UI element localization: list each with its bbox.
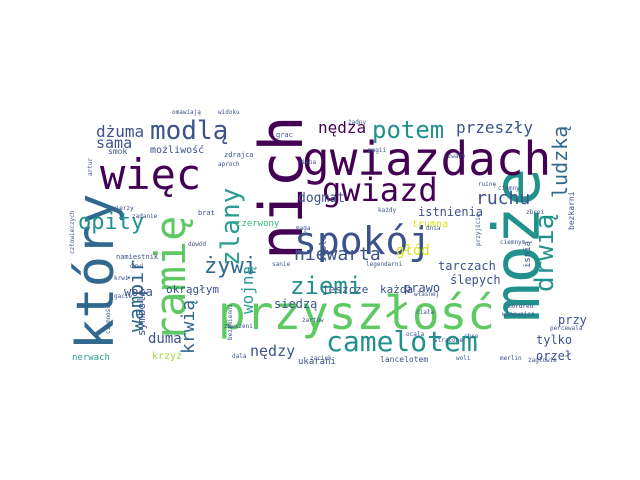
word-cloud-word: merlin: [500, 355, 522, 362]
word-cloud-word: przeszły: [456, 118, 534, 137]
word-cloud-word: tylko: [536, 333, 573, 347]
word-cloud-word: mordred: [508, 303, 534, 310]
word-cloud-word: przyszłość: [218, 286, 495, 340]
word-cloud-word: grac: [276, 131, 293, 139]
word-cloud-word: dnia: [426, 225, 441, 232]
word-cloud-word: smok: [108, 147, 128, 156]
word-cloud-word: jeszcze: [322, 283, 369, 296]
word-cloud-word: możliwość: [150, 145, 205, 156]
word-cloud-word: orzeł: [536, 349, 573, 363]
word-cloud-word: zdrajca: [224, 151, 254, 159]
word-cloud-word: prawo: [404, 281, 441, 295]
word-cloud-word: tarczach: [438, 259, 496, 273]
word-cloud-word: woła: [124, 285, 153, 299]
word-cloud-word: symbole: [135, 289, 148, 336]
word-cloud-word: czerwony: [236, 219, 280, 229]
word-cloud-word: omawiają: [172, 109, 201, 116]
word-cloud-word: żadny: [348, 119, 367, 126]
word-cloud-word: zbroi: [526, 209, 545, 216]
word-cloud-word: krwią: [178, 299, 199, 354]
word-cloud-word: okrągłym: [166, 283, 219, 296]
word-cloud-word: stracone: [434, 337, 463, 344]
word-cloud-word: camelotem: [326, 325, 478, 358]
word-cloud: może nich gwiazdach przyszłość który ram…: [66, 106, 587, 374]
word-cloud-word: ziemi: [290, 272, 363, 300]
word-cloud-word: woli: [456, 355, 471, 362]
word-cloud-word: modlą: [150, 116, 229, 146]
word-cloud-word: każdy: [378, 207, 397, 214]
word-cloud-word: ciemny: [498, 185, 520, 192]
word-cloud-word: drwią: [530, 213, 560, 292]
word-cloud-word: wojną: [238, 265, 257, 314]
word-cloud-word: legendarni: [366, 261, 403, 268]
word-cloud-word: maga: [296, 225, 311, 232]
word-cloud-word: percewala: [550, 325, 583, 332]
word-cloud-word: nędza: [318, 118, 367, 137]
word-cloud-word: potem: [372, 116, 445, 144]
word-cloud-word: człowieczych: [69, 210, 76, 254]
word-cloud-word: krzyż: [152, 351, 183, 362]
word-cloud-word: chce: [464, 333, 479, 340]
word-cloud-word: ruchu: [476, 188, 531, 209]
word-cloud-word: nerwach: [72, 353, 110, 363]
word-cloud-word: spokój: [294, 219, 432, 263]
word-cloud-word: ciemnym: [500, 239, 526, 246]
word-cloud-word: istnienia: [418, 205, 484, 219]
word-cloud-word: ruinę: [478, 181, 497, 188]
word-cloud-word: żywi: [204, 254, 257, 279]
word-cloud-word: sanie: [272, 261, 291, 268]
word-cloud-word: ślepych: [450, 273, 501, 287]
word-cloud-word: lancelotem: [380, 355, 429, 364]
word-cloud-word: brat: [198, 209, 215, 217]
word-cloud-word: niewarta: [294, 244, 381, 265]
word-cloud-word: nędzy: [250, 342, 296, 360]
word-cloud-word: gacie: [114, 293, 133, 300]
word-cloud-word: dala: [232, 353, 247, 360]
word-cloud-word: zadanie: [132, 213, 158, 220]
word-cloud-word: gwiazdach: [302, 132, 552, 186]
word-cloud-word: isnią: [523, 240, 533, 268]
word-cloud-word: gwiazd: [322, 171, 438, 209]
word-cloud-word: przy: [558, 313, 587, 327]
word-cloud-word: wierzy: [112, 205, 134, 212]
word-cloud-word: własnej: [414, 291, 440, 298]
word-cloud-word: ocala: [406, 331, 425, 338]
word-cloud-word: czwaty: [444, 153, 466, 160]
word-cloud-word: opity: [78, 210, 145, 235]
word-cloud-word: ciemności: [105, 301, 112, 334]
word-cloud-word: przyjście: [475, 213, 482, 246]
word-cloud-word: aproch: [218, 161, 240, 168]
word-cloud-word: zmuszeni: [224, 323, 253, 330]
word-cloud-word: ludzką: [548, 125, 572, 198]
word-cloud-word: artur: [87, 157, 94, 176]
word-cloud-word: drwi: [130, 263, 145, 270]
word-cloud-word: więc: [100, 150, 202, 199]
word-cloud-word: każda: [380, 283, 414, 296]
word-cloud-word: dżuma: [96, 122, 145, 141]
word-cloud-word: nieba: [298, 159, 317, 166]
word-cloud-word: żagłowie: [528, 357, 557, 364]
word-cloud-word: stole: [319, 234, 329, 262]
word-cloud-word: krwi: [114, 275, 129, 282]
word-cloud-word: bezkarni: [567, 191, 576, 230]
word-cloud-word: duma: [148, 331, 182, 347]
word-cloud-word: bezimienni: [227, 303, 234, 340]
word-cloud-word: dogmat: [298, 191, 345, 206]
word-cloud-word: sama: [96, 134, 133, 152]
word-cloud-word: żartów: [302, 317, 324, 324]
word-cloud-word: dowód: [188, 241, 207, 248]
word-cloud-word: widoku: [218, 109, 240, 116]
word-cloud-word: namiestnik: [116, 253, 159, 261]
word-cloud-word: magii: [368, 147, 387, 154]
word-cloud-word: winowajca: [502, 311, 535, 318]
word-cloud-word: ukarani: [298, 357, 336, 367]
word-cloud-word: trumna: [412, 219, 449, 230]
word-cloud-word: siedzą: [274, 297, 318, 311]
word-cloud-word: ciała: [416, 309, 435, 316]
word-cloud-word: zaciek: [310, 355, 332, 362]
word-cloud-word: głód: [396, 243, 430, 259]
